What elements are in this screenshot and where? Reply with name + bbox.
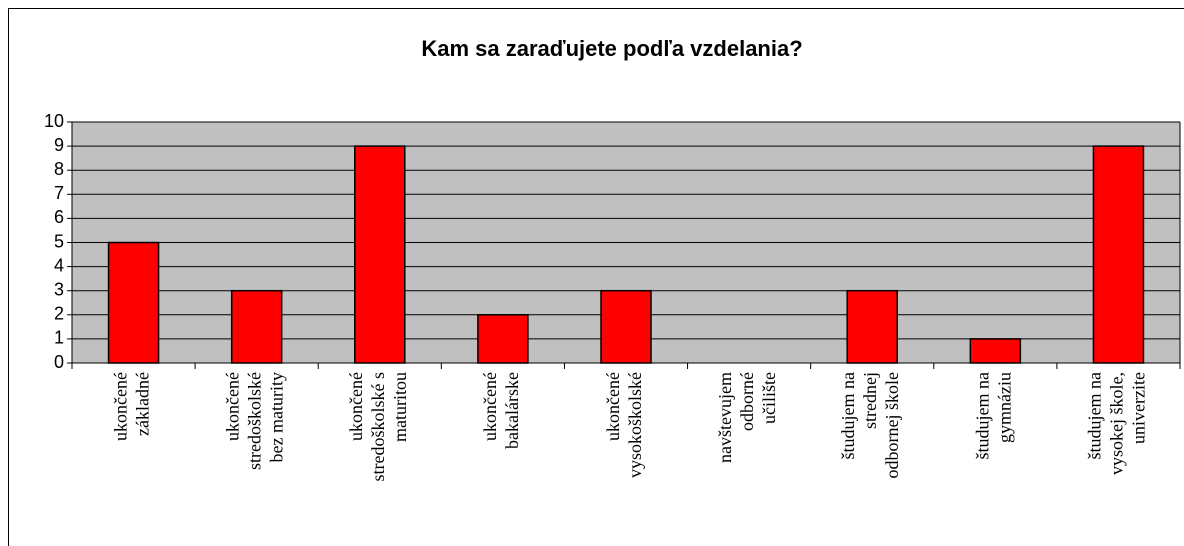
x-tick-label: ukončené vysokoškolské — [603, 372, 645, 478]
x-tick-label: ukončené stredoškolské s maturitou — [346, 372, 410, 482]
x-tick-label: študujem na strednej odbornej škole — [838, 372, 902, 478]
x-tick-label: navštevujem odborné učilište — [715, 372, 779, 463]
bar — [477, 314, 529, 364]
y-tick-label: 2 — [54, 304, 64, 324]
y-tick-label: 7 — [54, 183, 64, 203]
y-tick-label: 0 — [54, 352, 64, 372]
bar — [1092, 145, 1145, 364]
chart-title: Kam sa zaraďujete podľa vzdelania? — [421, 36, 802, 61]
x-tick-label: ukončené stredoškolské bez maturity — [223, 372, 287, 470]
x-tick-label: ukončené základné — [111, 372, 153, 441]
bar — [600, 289, 652, 364]
y-tick-label: 1 — [54, 328, 64, 348]
bar — [230, 289, 283, 364]
y-tick-label: 8 — [54, 159, 64, 179]
x-tick-label: ukončené bakalárske — [480, 372, 522, 449]
y-tick-label: 3 — [54, 279, 64, 299]
y-tick-label: 4 — [54, 255, 64, 275]
x-tick-label: študujem na gymnáziu — [972, 372, 1014, 460]
y-tick-label: 10 — [44, 111, 64, 131]
y-tick-label: 6 — [54, 207, 64, 227]
bar — [354, 145, 406, 364]
x-tick-label: študujem na vysokej škole, univerzite — [1085, 372, 1149, 475]
y-tick-label: 9 — [54, 135, 64, 155]
bar — [846, 289, 898, 364]
bar — [969, 338, 1022, 364]
y-tick-label: 5 — [54, 231, 64, 251]
bar — [107, 241, 160, 364]
